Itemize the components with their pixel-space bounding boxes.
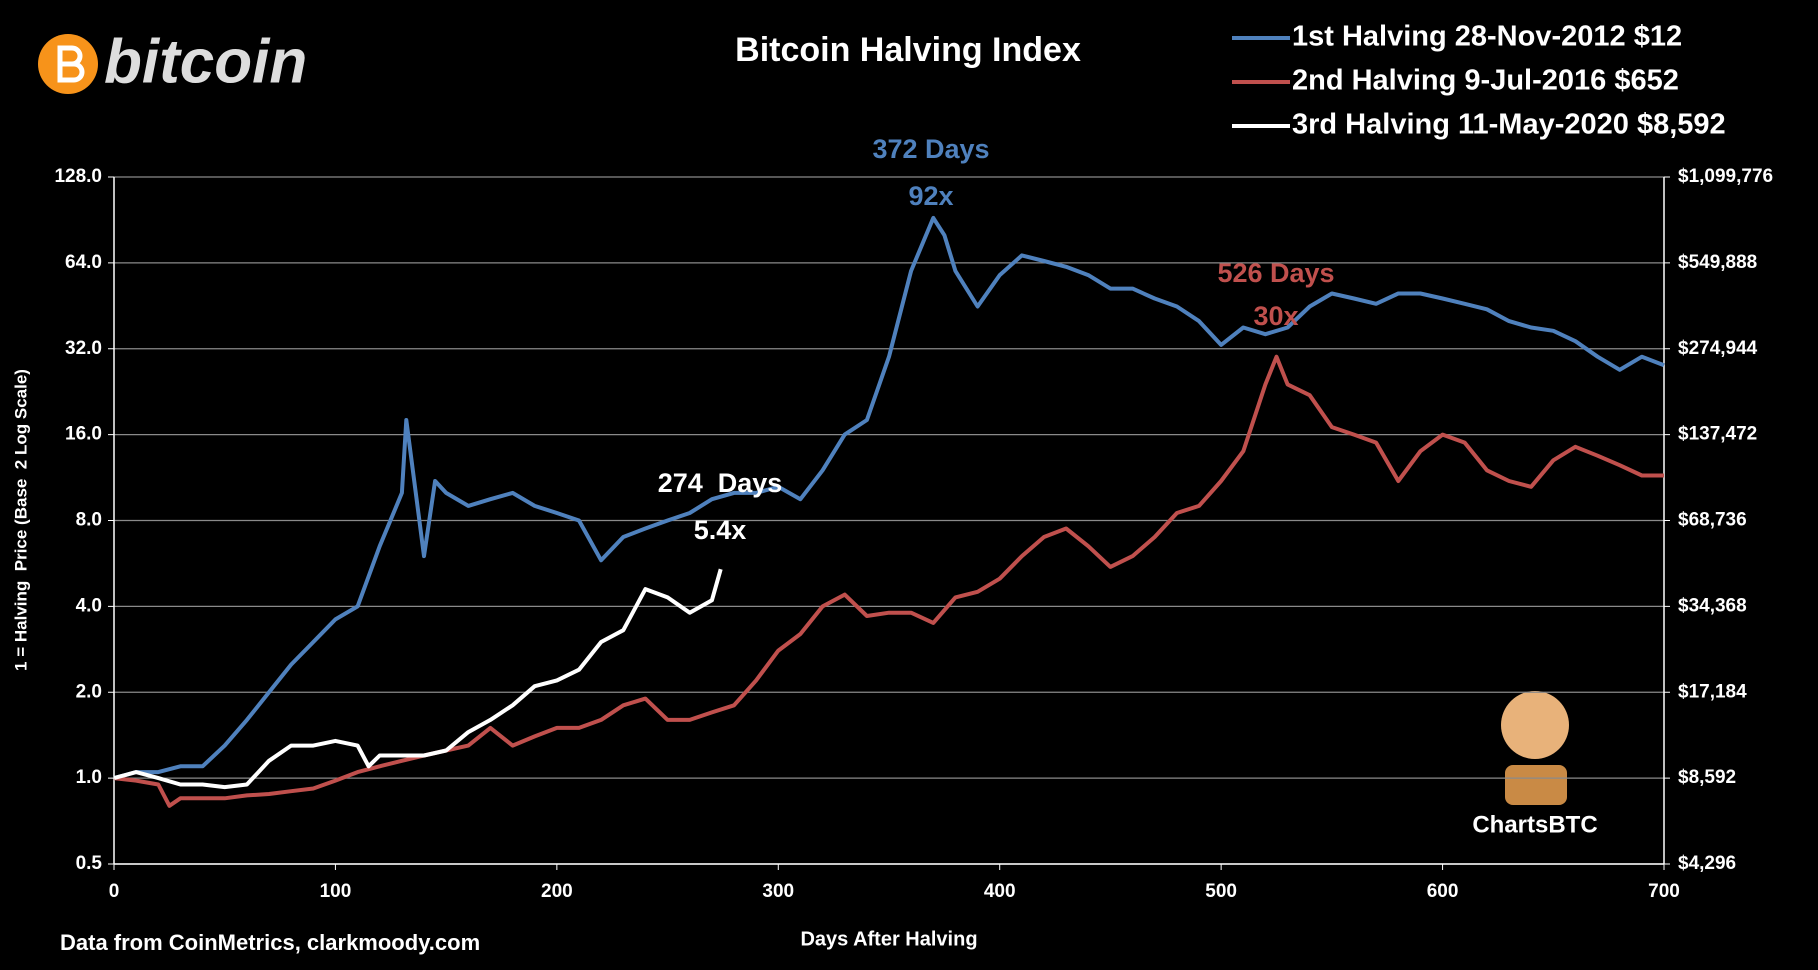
annotation: 30x bbox=[1253, 301, 1298, 331]
x-axis-label: Days After Halving bbox=[800, 928, 977, 950]
series-line bbox=[113, 215, 1665, 781]
annotation: 5.4x bbox=[694, 515, 747, 545]
watermark-figure bbox=[1501, 691, 1569, 805]
annotation: 92x bbox=[908, 181, 953, 211]
y-tick-label: 4.0 bbox=[76, 595, 102, 616]
chart-title: Bitcoin Halving Index bbox=[735, 31, 1081, 69]
legend-label: 3rd Halving 11-May-2020 $8,592 bbox=[1292, 109, 1726, 141]
series-line bbox=[113, 568, 723, 790]
x-tick-label: 700 bbox=[1648, 881, 1680, 902]
y2-tick-label: $1,099,776 bbox=[1678, 166, 1773, 187]
logo-glyph bbox=[57, 45, 85, 83]
watermark: ChartsBTC bbox=[1472, 811, 1597, 838]
series-line bbox=[113, 354, 1664, 808]
y-tick-label: 32.0 bbox=[65, 338, 102, 359]
y2-tick-label: $137,472 bbox=[1678, 424, 1757, 445]
x-tick-label: 400 bbox=[984, 881, 1016, 902]
x-tick-label: 600 bbox=[1427, 881, 1459, 902]
x-tick-label: 500 bbox=[1205, 881, 1237, 902]
logo-text: bitcoin bbox=[104, 27, 307, 96]
legend-label: 2nd Halving 9-Jul-2016 $652 bbox=[1292, 65, 1679, 97]
y-tick-label: 128.0 bbox=[54, 166, 102, 187]
y-axis-label: 1 = Halving Price (Base 2 Log Scale) bbox=[11, 369, 30, 671]
y-tick-label: 2.0 bbox=[76, 681, 102, 702]
y-tick-label: 1.0 bbox=[76, 767, 102, 788]
y2-tick-label: $549,888 bbox=[1678, 252, 1757, 273]
y2-tick-label: $4,296 bbox=[1678, 853, 1736, 874]
legend-label: 1st Halving 28-Nov-2012 $12 bbox=[1292, 21, 1682, 53]
y2-tick-label: $274,944 bbox=[1678, 338, 1758, 359]
y2-tick-label: $34,368 bbox=[1678, 595, 1747, 616]
x-tick-label: 100 bbox=[320, 881, 352, 902]
annotation: 372 Days bbox=[872, 134, 989, 164]
y-tick-label: 0.5 bbox=[76, 853, 103, 874]
x-tick-label: 0 bbox=[109, 881, 120, 902]
annotation: 274 Days bbox=[658, 468, 783, 498]
source-note: Data from CoinMetrics, clarkmoody.com bbox=[60, 930, 480, 955]
y2-tick-label: $68,736 bbox=[1678, 510, 1747, 531]
x-tick-label: 300 bbox=[762, 881, 794, 902]
y-tick-label: 64.0 bbox=[65, 252, 102, 273]
y2-tick-label: $8,592 bbox=[1678, 767, 1736, 788]
y-tick-label: 16.0 bbox=[65, 424, 102, 445]
y2-tick-label: $17,184 bbox=[1678, 681, 1747, 702]
y-tick-label: 8.0 bbox=[76, 510, 102, 531]
x-tick-label: 200 bbox=[541, 881, 573, 902]
annotation: 526 Days bbox=[1217, 258, 1334, 288]
